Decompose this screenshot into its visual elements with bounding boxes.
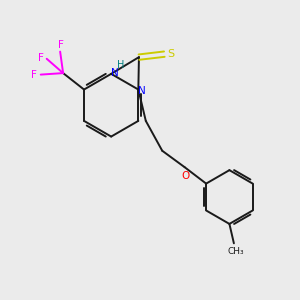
Text: O: O	[181, 170, 189, 181]
Text: N: N	[138, 86, 146, 96]
Text: N: N	[111, 68, 118, 78]
Text: F: F	[58, 40, 64, 50]
Text: F: F	[31, 70, 37, 80]
Text: F: F	[38, 53, 44, 63]
Text: CH₃: CH₃	[227, 247, 244, 256]
Text: H: H	[117, 61, 124, 70]
Text: S: S	[167, 49, 175, 59]
